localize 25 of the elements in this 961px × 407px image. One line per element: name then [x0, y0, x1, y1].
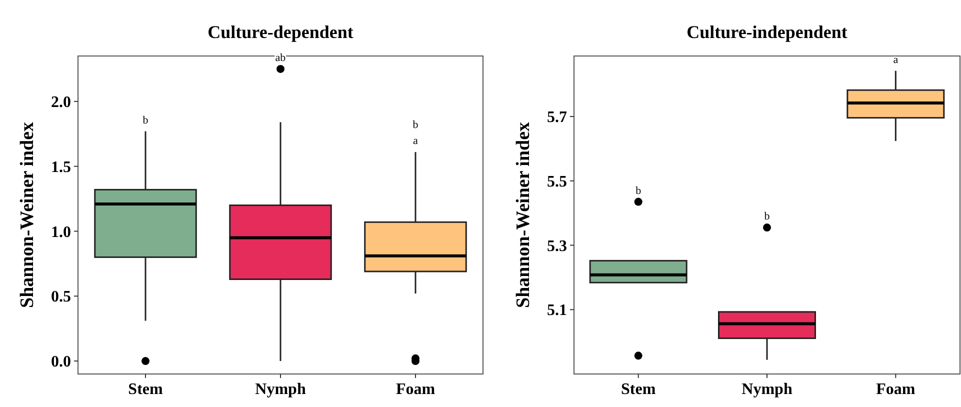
y-tick-label: 1.0: [51, 224, 71, 241]
x-tick-label: Nymph: [255, 381, 306, 398]
y-tick-label: 5.1: [547, 302, 567, 320]
annotation: a: [893, 54, 898, 66]
y-tick-label: 0.5: [51, 288, 71, 306]
x-tick-label: Stem: [621, 381, 656, 398]
y-tick-label: 5.5: [547, 173, 567, 190]
chart-title: Culture-independent: [686, 22, 848, 42]
y-tick-label: 1.5: [51, 158, 71, 176]
chart-title: Culture-dependent: [208, 22, 354, 42]
y-axis-title: Shannon-Weiner index: [17, 121, 38, 308]
x-tick-label: Nymph: [742, 381, 792, 398]
annotation: b: [636, 184, 642, 197]
x-tick-label: Stem: [128, 381, 164, 398]
y-tick-label: 2.0: [51, 94, 71, 112]
y-tick-label: 5.3: [547, 238, 567, 255]
y-tick-label: 0.0: [51, 354, 71, 371]
annotation: b: [764, 210, 770, 223]
annotation: b: [412, 119, 419, 132]
y-tick-label: 5.7: [547, 109, 567, 126]
annotation: b: [142, 114, 149, 126]
y-axis-title: Shannon-Weiner index: [513, 121, 534, 308]
x-tick-label: Foam: [396, 381, 436, 398]
annotation: a: [413, 135, 418, 148]
x-tick-label: Foam: [876, 381, 916, 398]
